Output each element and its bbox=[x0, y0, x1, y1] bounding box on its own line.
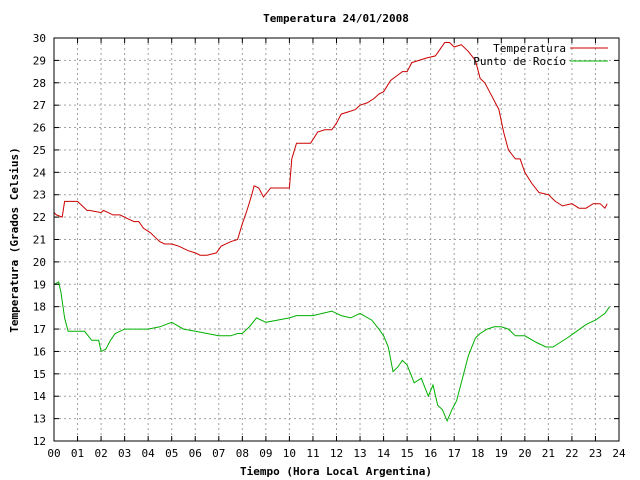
y-tick-label: 25 bbox=[33, 144, 46, 157]
y-tick-label: 16 bbox=[33, 345, 46, 358]
y-tick-label: 26 bbox=[33, 122, 46, 135]
x-tick-label: 07 bbox=[212, 447, 225, 460]
x-tick-label: 12 bbox=[330, 447, 343, 460]
grid bbox=[54, 38, 619, 441]
x-tick-label: 13 bbox=[353, 447, 366, 460]
x-tick-label: 01 bbox=[71, 447, 84, 460]
x-tick-label: 10 bbox=[283, 447, 296, 460]
y-tick-label: 24 bbox=[33, 166, 47, 179]
y-tick-label: 13 bbox=[33, 413, 46, 426]
y-tick-label: 29 bbox=[33, 54, 46, 67]
x-tick-label: 15 bbox=[401, 447, 414, 460]
y-tick-label: 17 bbox=[33, 323, 46, 336]
x-tick-label: 17 bbox=[448, 447, 461, 460]
x-tick-label: 00 bbox=[47, 447, 60, 460]
y-tick-label: 28 bbox=[33, 77, 46, 90]
x-tick-label: 19 bbox=[495, 447, 508, 460]
y-tick-label: 14 bbox=[33, 390, 47, 403]
y-tick-label: 18 bbox=[33, 301, 46, 314]
x-tick-label: 06 bbox=[189, 447, 202, 460]
legend-label: Temperatura bbox=[493, 42, 566, 55]
x-tick-label: 02 bbox=[94, 447, 107, 460]
y-tick-label: 22 bbox=[33, 211, 46, 224]
y-tick-label: 21 bbox=[33, 234, 46, 247]
y-tick-label: 15 bbox=[33, 368, 46, 381]
x-tick-label: 04 bbox=[142, 447, 156, 460]
y-tick-label: 12 bbox=[33, 435, 46, 448]
x-tick-label: 22 bbox=[565, 447, 578, 460]
x-tick-label: 08 bbox=[236, 447, 249, 460]
x-tick-label: 14 bbox=[377, 447, 391, 460]
x-tick-label: 03 bbox=[118, 447, 131, 460]
x-tick-label: 05 bbox=[165, 447, 178, 460]
y-tick-label: 27 bbox=[33, 99, 46, 112]
x-tick-label: 09 bbox=[259, 447, 272, 460]
axis-ticks: 00 01 02 03 04 05 06 07 08 09 10 11 12 13 14 15 16 17 18 19… bbox=[33, 32, 626, 460]
y-tick-label: 20 bbox=[33, 256, 46, 269]
y-tick-label: 19 bbox=[33, 278, 46, 291]
series-lines bbox=[53, 42, 611, 423]
x-tick-label: 20 bbox=[518, 447, 531, 460]
x-tick-label: 23 bbox=[589, 447, 602, 460]
x-tick-label: 24 bbox=[612, 447, 626, 460]
x-tick-label: 18 bbox=[471, 447, 484, 460]
chart-title: Temperatura 24/01/2008 bbox=[263, 12, 409, 25]
legend-label: Punto de Rocío bbox=[473, 55, 566, 68]
x-tick-label: 16 bbox=[424, 447, 437, 460]
series-line-temperatura bbox=[53, 42, 608, 256]
y-tick-label: 23 bbox=[33, 189, 46, 202]
x-tick-label: 11 bbox=[306, 447, 319, 460]
x-axis-label: Tiempo (Hora Local Argentina) bbox=[240, 465, 432, 478]
y-tick-label: 30 bbox=[33, 32, 46, 45]
y-axis-label: Temperatura (Grados Celsius) bbox=[8, 147, 21, 332]
x-tick-label: 21 bbox=[542, 447, 555, 460]
series-line-punto-de-rocio bbox=[53, 281, 611, 423]
